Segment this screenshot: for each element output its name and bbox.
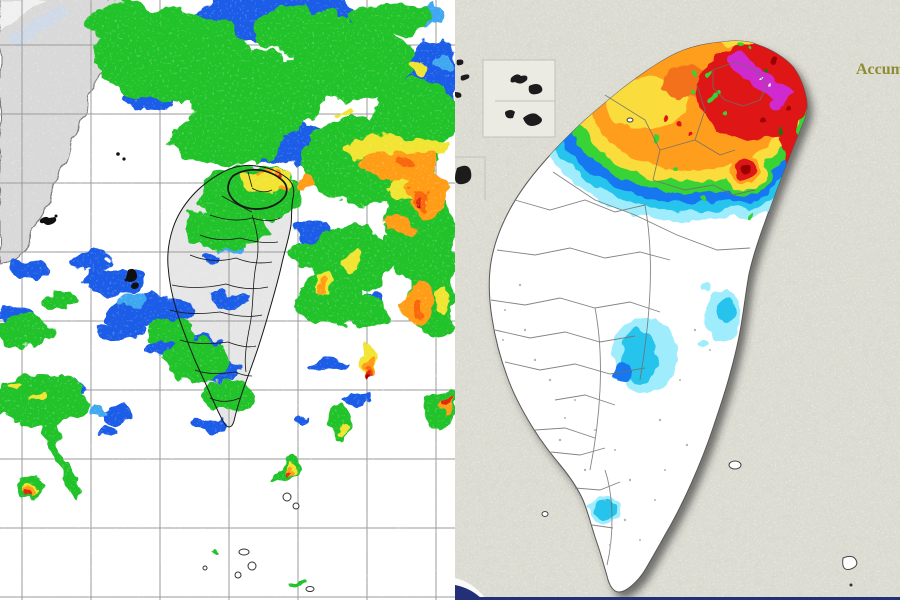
inset-boxes (455, 59, 556, 200)
rain-green-dots (632, 42, 783, 228)
offshore-islets-rainfall (541, 117, 858, 587)
rainfall-map: Accum (455, 0, 900, 600)
radar-panel (0, 0, 455, 600)
island-speckles (502, 283, 711, 547)
taiwan-outline-radar (167, 164, 295, 428)
county-borders (490, 61, 768, 566)
map-title: Accum (856, 61, 900, 78)
offshore-islets-radar (202, 492, 315, 592)
radar-map (0, 0, 455, 600)
rainfall-panel: Accum (455, 0, 900, 600)
radar-speckle-overlay (0, 0, 455, 600)
rain-magenta (727, 52, 793, 109)
inset-islands (455, 59, 543, 185)
bottom-banner (455, 578, 900, 600)
rain-dark-red (741, 59, 791, 175)
small-islands-radar (39, 152, 139, 290)
rain-white-specks (758, 76, 772, 87)
